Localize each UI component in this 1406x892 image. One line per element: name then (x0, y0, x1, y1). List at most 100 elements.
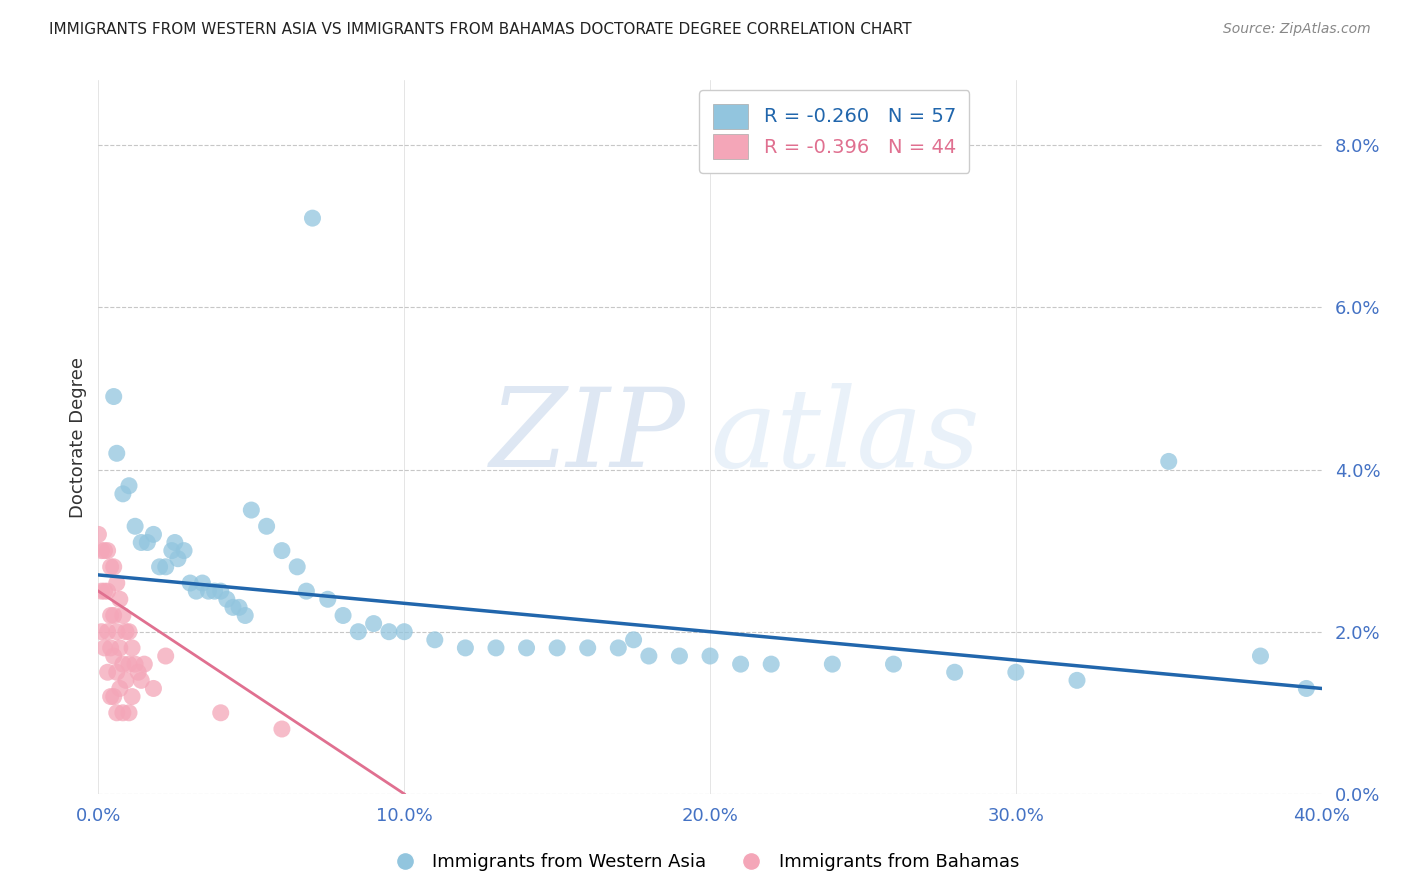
Point (136, 535, 159, 549)
Point (1295, 681, 1317, 696)
Point (118, 479, 141, 493)
Point (121, 690, 143, 704)
Point (115, 624, 138, 639)
Point (270, 722, 292, 736)
Point (163, 535, 186, 549)
Point (103, 690, 125, 704)
Point (108, 681, 131, 696)
Point (186, 584, 208, 599)
Point (285, 559, 308, 574)
Point (108, 592, 131, 607)
Point (301, 211, 323, 226)
Point (100, 640, 122, 655)
Text: ZIP: ZIP (489, 384, 686, 491)
Point (485, 640, 508, 655)
Point (295, 584, 318, 599)
Point (100, 559, 122, 574)
Point (423, 632, 446, 647)
Text: IMMIGRANTS FROM WESTERN ASIA VS IMMIGRANTS FROM BAHAMAS DOCTORATE DEGREE CORRELA: IMMIGRANTS FROM WESTERN ASIA VS IMMIGRAN… (49, 22, 912, 37)
Point (90, 584, 112, 599)
Y-axis label: Doctorate Degree: Doctorate Degree (69, 357, 87, 517)
Point (228, 600, 250, 615)
Point (167, 551, 190, 566)
Point (730, 657, 752, 672)
Point (222, 600, 245, 615)
Point (197, 584, 219, 599)
Point (209, 584, 232, 599)
Point (129, 535, 152, 549)
Point (127, 665, 149, 680)
Point (90, 624, 112, 639)
Point (191, 576, 214, 591)
Point (124, 519, 146, 533)
Point (108, 640, 131, 655)
Point (105, 446, 128, 460)
Point (134, 657, 156, 672)
Legend: R = -0.260   N = 57, R = -0.396   N = 44: R = -0.260 N = 57, R = -0.396 N = 44 (699, 90, 969, 173)
Point (637, 648, 661, 663)
Point (256, 519, 278, 533)
Point (115, 673, 138, 688)
Point (105, 576, 128, 591)
Point (204, 584, 226, 599)
Point (155, 648, 177, 663)
Point (93, 640, 115, 655)
Point (111, 657, 134, 672)
Point (160, 543, 183, 558)
Point (883, 657, 905, 672)
Point (607, 640, 630, 655)
Point (943, 665, 966, 680)
Point (105, 665, 128, 680)
Point (215, 592, 238, 607)
Point (316, 592, 339, 607)
Point (209, 706, 232, 720)
Point (623, 632, 645, 647)
Point (97, 543, 120, 558)
Point (118, 657, 141, 672)
Point (142, 527, 165, 541)
Point (105, 706, 128, 720)
Point (516, 640, 538, 655)
Point (668, 648, 690, 663)
Point (100, 608, 122, 623)
Point (1249, 648, 1271, 663)
Point (699, 648, 721, 663)
Point (173, 543, 195, 558)
Point (149, 559, 172, 574)
Point (121, 640, 143, 655)
Point (93, 543, 115, 558)
Point (821, 657, 844, 672)
Point (270, 543, 292, 558)
Point (332, 608, 354, 623)
Point (347, 624, 370, 639)
Point (118, 706, 141, 720)
Point (103, 648, 125, 663)
Point (118, 624, 141, 639)
Point (111, 608, 134, 623)
Point (179, 576, 201, 591)
Legend: Immigrants from Western Asia, Immigrants from Bahamas: Immigrants from Western Asia, Immigrants… (380, 847, 1026, 879)
Point (363, 616, 385, 631)
Point (454, 640, 477, 655)
Point (124, 657, 146, 672)
Point (90, 543, 112, 558)
Point (103, 559, 125, 574)
Point (100, 690, 122, 704)
Point (759, 657, 782, 672)
Point (97, 584, 120, 599)
Point (1004, 665, 1026, 680)
Point (155, 559, 177, 574)
Point (97, 624, 120, 639)
Text: Source: ZipAtlas.com: Source: ZipAtlas.com (1223, 22, 1371, 37)
Point (103, 608, 125, 623)
Point (111, 487, 134, 501)
Point (233, 608, 256, 623)
Point (105, 624, 128, 639)
Point (111, 706, 134, 720)
Point (378, 624, 401, 639)
Point (87, 527, 110, 541)
Point (142, 681, 165, 696)
Text: atlas: atlas (710, 384, 980, 491)
Point (129, 673, 152, 688)
Point (576, 640, 599, 655)
